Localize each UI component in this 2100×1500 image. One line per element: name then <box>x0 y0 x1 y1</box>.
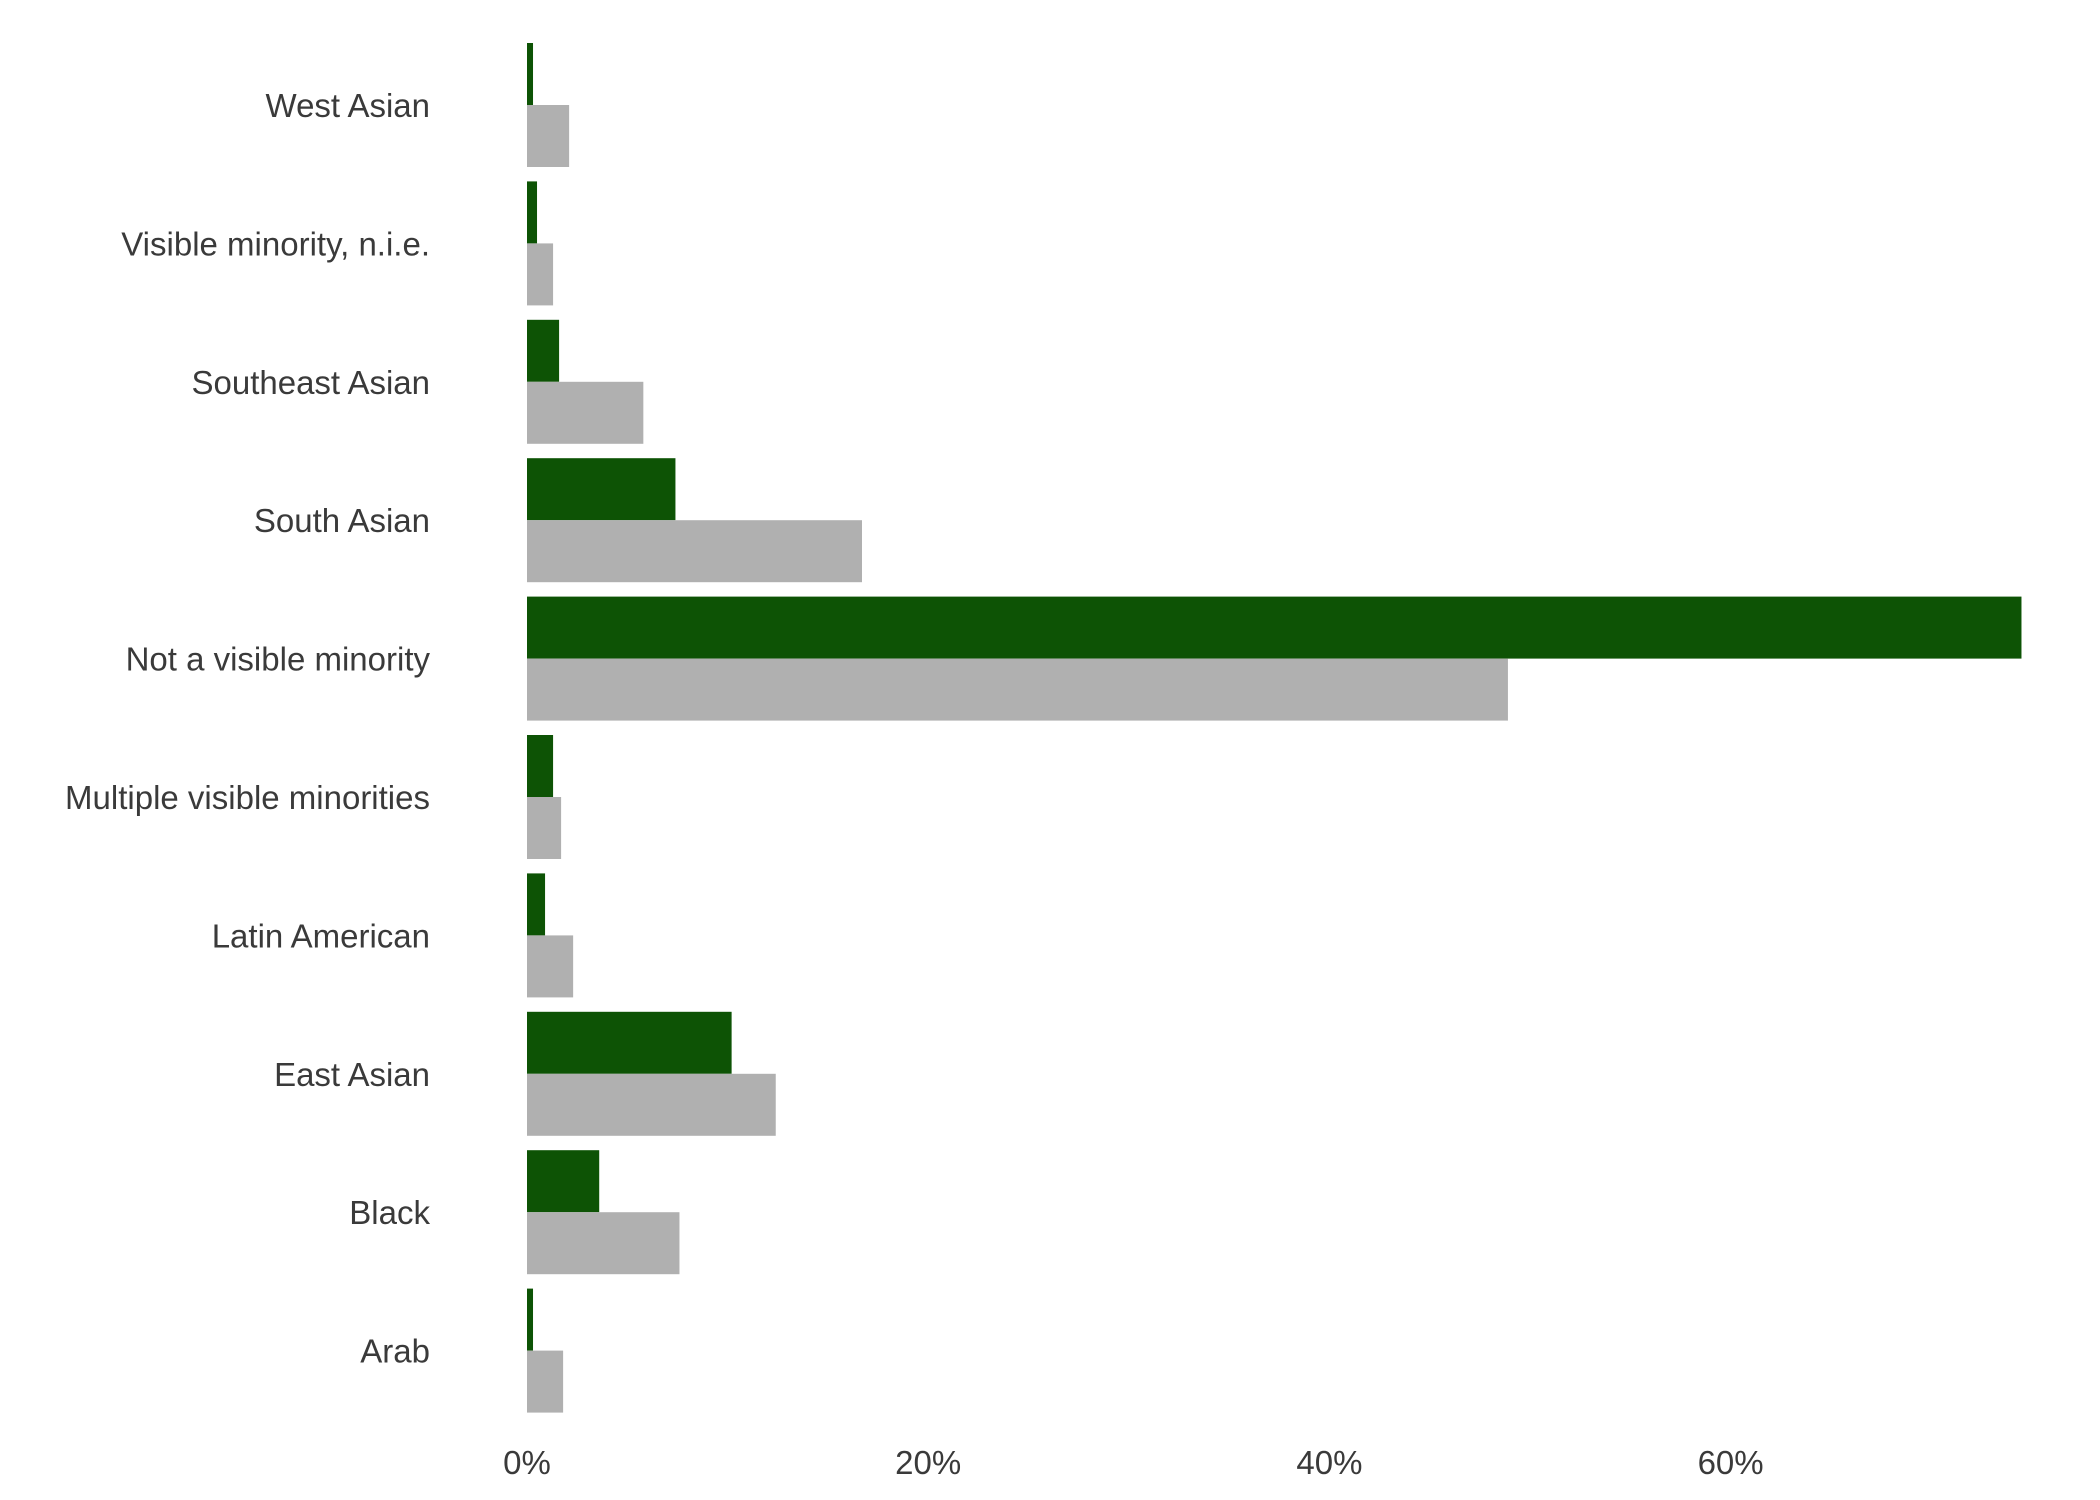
category-label-black: Black <box>349 1194 430 1231</box>
category-label-south-asian: South Asian <box>254 502 430 539</box>
bar-visible-minority-n-i-e-series-2 <box>527 243 554 306</box>
category-label-west-asian: West Asian <box>266 87 430 124</box>
category-label-not-a-visible-minority: Not a visible minority <box>126 641 431 678</box>
x-tick-label-0: 0% <box>503 1444 551 1481</box>
x-tick-label-20: 20% <box>895 1444 961 1481</box>
category-label-southeast-asian: Southeast Asian <box>191 364 430 401</box>
category-label-visible-minority-n-i-e: Visible minority, n.i.e. <box>121 225 430 262</box>
bar-not-a-visible-minority-series-1 <box>527 596 2022 659</box>
x-tick-label-40: 40% <box>1296 1444 1362 1481</box>
bar-black-series-1 <box>527 1150 600 1213</box>
x-tick-label-60: 60% <box>1698 1444 1764 1481</box>
category-label-latin-american: Latin American <box>212 917 430 954</box>
bar-arab-series-1 <box>527 1288 534 1351</box>
bar-east-asian-series-2 <box>527 1073 776 1136</box>
bar-visible-minority-n-i-e-series-1 <box>527 181 538 244</box>
bar-southeast-asian-series-1 <box>527 319 560 382</box>
bar-multiple-visible-minorities-series-2 <box>527 797 562 859</box>
bar-latin-american-series-1 <box>527 873 546 936</box>
bar-west-asian-series-1 <box>527 43 534 105</box>
bar-multiple-visible-minorities-series-1 <box>527 735 554 797</box>
bar-east-asian-series-1 <box>527 1011 732 1074</box>
bar-not-a-visible-minority-series-2 <box>527 658 1508 721</box>
category-label-east-asian: East Asian <box>274 1056 430 1093</box>
bar-arab-series-2 <box>527 1350 564 1413</box>
x-axis-tick-labels: 0% 20% 40% 60% <box>503 1444 1763 1481</box>
category-label-arab: Arab <box>360 1333 430 1370</box>
bar-south-asian-series-1 <box>527 458 676 521</box>
bar-south-asian-series-2 <box>527 520 863 583</box>
bar-latin-american-series-2 <box>527 935 574 998</box>
bars-layer <box>527 43 2022 1413</box>
bar-west-asian-series-2 <box>527 105 570 167</box>
category-label-multiple-visible-minorities: Multiple visible minorities <box>65 779 430 816</box>
bar-black-series-2 <box>527 1212 680 1275</box>
bar-southeast-asian-series-2 <box>527 381 644 444</box>
category-labels: West Asian Visible minority, n.i.e. Southe… <box>65 87 430 1370</box>
